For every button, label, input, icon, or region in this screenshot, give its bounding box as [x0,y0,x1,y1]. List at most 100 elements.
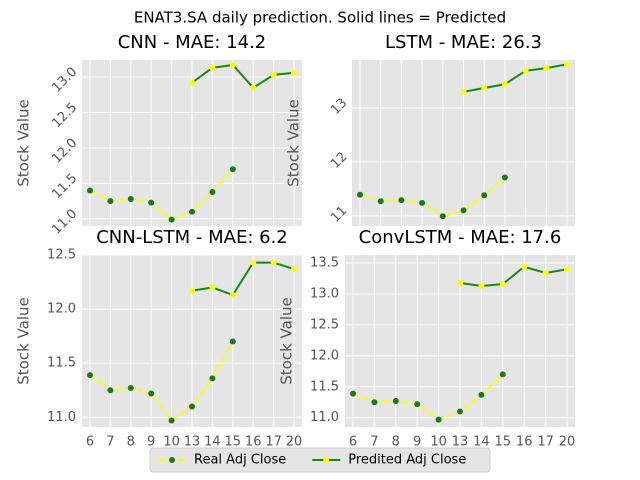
point [270,71,277,78]
x-tick-label: 13 [184,435,201,450]
point [357,191,363,198]
point [291,69,297,76]
x-tick-label: 16 [516,435,533,450]
x-tick-label: 6 [349,435,357,450]
point [270,259,277,266]
y-tick-label: 13.0 [310,286,339,301]
point [127,385,134,392]
x-tick-label: 16 [245,435,262,450]
y-tick-label: 12.0 [47,302,76,317]
series-line [459,265,568,287]
series-line [352,373,504,421]
point [209,64,216,71]
x-tick-label: 9 [147,435,155,450]
y-tick-label: 11.0 [310,410,339,425]
y-axis-label: Stock Value [15,99,33,186]
legend-label: Predited Adj Close [348,453,466,468]
point [127,196,134,203]
legend-label: Real Adj Close [194,453,286,468]
x-tick-label: 7 [106,435,114,450]
x-tick-label: 9 [413,435,421,450]
point [107,387,114,394]
point [460,207,467,214]
point [501,81,508,88]
point [398,197,405,204]
point [189,79,195,86]
x-tick-label: 20 [286,435,303,450]
plot-title: CNN-LSTM - MAE: 6.2 [96,227,288,248]
point [392,398,399,405]
point [419,199,426,206]
series-line [89,168,234,221]
point [189,403,195,410]
point [564,266,570,273]
figure-title: ENAT3.SA daily prediction. Solid lines =… [134,9,506,27]
y-axis-label: Stock Value [285,99,303,186]
point [87,187,93,194]
y-tick-label: 11.5 [310,379,339,394]
y-tick-label: 11.0 [47,410,76,425]
point [499,281,506,288]
x-tick-label: 14 [473,435,490,450]
point [439,213,446,220]
point [481,192,488,199]
point [377,198,384,205]
x-tick-label: 15 [225,435,242,450]
y-tick-label: 12.5 [49,100,80,131]
x-tick-label: 14 [204,435,221,450]
y-tick-label: 12 [328,149,350,171]
point [189,208,195,215]
point [478,391,485,398]
point [457,279,463,286]
x-tick-label: 20 [559,435,576,450]
point [168,417,175,424]
y-tick-label: 12.0 [310,348,339,363]
point [542,269,549,276]
point [350,390,356,397]
x-tick-label: 17 [265,435,282,450]
y-tick-label: 13.5 [310,256,339,271]
point [229,292,236,299]
x-tick-label: 7 [370,435,378,450]
series-line [191,63,295,89]
series-line [359,176,506,218]
point [481,85,488,92]
y-axis-label: Stock Value [278,297,296,384]
point [168,216,175,223]
point [250,259,257,266]
point [209,375,216,382]
y-tick-label: 12.5 [47,248,76,263]
y-tick-label: 12.5 [310,317,339,332]
plot-title: CNN - MAE: 14.2 [118,32,267,53]
point [564,61,570,68]
x-tick-label: 8 [127,435,135,450]
series-line [89,341,234,422]
point [414,401,421,408]
point [189,287,195,294]
x-tick-label: 17 [537,435,554,450]
point [209,188,216,195]
y-axis-label: Stock Value [15,297,33,384]
y-tick-label: 13.0 [49,65,80,96]
plot-title: ConvLSTM - MAE: 17.6 [359,227,562,248]
y-tick-label: 13 [328,96,350,118]
point [457,408,463,415]
point [521,263,528,270]
point [371,399,378,406]
point [460,88,467,95]
x-tick-label: 15 [495,435,512,450]
y-tick-label: 12.0 [49,136,80,167]
point [229,61,236,68]
point [87,372,93,379]
x-tick-label: 6 [86,435,94,450]
point [522,67,529,74]
point [229,338,236,345]
point [148,390,155,397]
y-tick-label: 11.5 [47,356,76,371]
point [499,371,506,378]
point [250,84,257,91]
y-tick-label: 11.5 [49,171,80,202]
point [478,282,485,289]
point [291,266,297,273]
point [543,65,550,72]
